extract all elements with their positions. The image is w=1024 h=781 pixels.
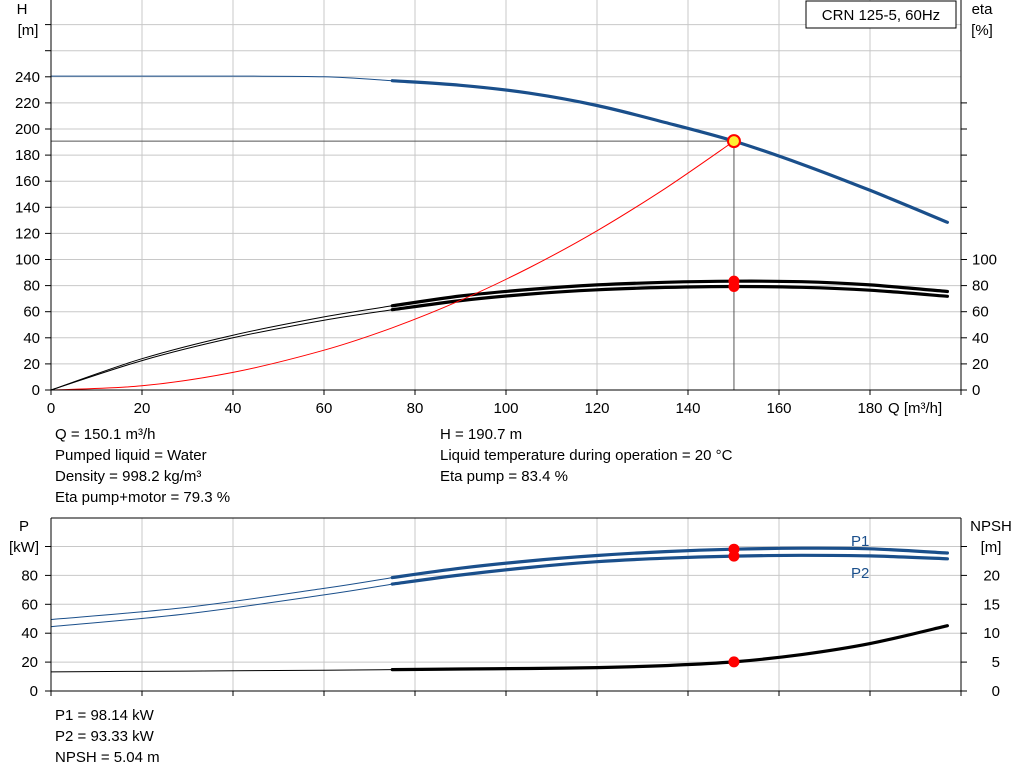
bottom-y-right-tick-label: 5: [992, 654, 1000, 671]
top-y-left-tick-label: 40: [23, 330, 40, 347]
top-y-left-tick-label: 60: [23, 304, 40, 321]
info-liquid: Pumped liquid = Water: [55, 447, 207, 464]
top-y-left-tick-label: 80: [23, 278, 40, 295]
top-head-line-thin: [50, 75, 393, 82]
top-y-left-label-1: H: [17, 1, 28, 18]
top-y-right-tick-label: 0: [972, 382, 980, 399]
chart-title: CRN 125-5, 60Hz: [822, 7, 940, 24]
bottom-y-left-label-1: P: [19, 518, 29, 535]
top-eta_total-line: [390, 284, 949, 312]
top-y-left-tick-label: 20: [23, 356, 40, 373]
bottom-y-left-tick-label: 20: [21, 654, 38, 671]
x-tick-label: 180: [857, 400, 882, 417]
x-tick-label: 80: [407, 400, 424, 417]
info-p1: P1 = 98.14 kW: [55, 707, 154, 724]
p2-series-label: P2: [851, 565, 869, 582]
top-y-left-tick-label: 140: [15, 199, 40, 216]
info-npsh: NPSH = 5.04 m: [55, 749, 160, 766]
bottom-p2-line: [390, 553, 949, 586]
bottom-y-left-tick-label: 60: [21, 596, 38, 613]
head-operating-point: [726, 134, 741, 149]
top-eta_total-line-thin: [50, 309, 393, 391]
p1-series-label: P1: [851, 533, 869, 550]
x-tick-label: 60: [316, 400, 333, 417]
info-density: Density = 998.2 kg/m³: [55, 468, 202, 485]
bottom-y-right-tick-label: 15: [983, 596, 1000, 613]
bottom-y-right-tick-label: 10: [983, 625, 1000, 642]
bottom-y-left-tick-label: 40: [21, 625, 38, 642]
top-eta_pump-line: [390, 279, 949, 308]
x-tick-label: 160: [766, 400, 791, 417]
axes: [45, 0, 967, 696]
npsh-point: [728, 656, 740, 668]
info-temperature: Liquid temperature during operation = 20…: [440, 447, 733, 464]
info-head: H = 190.7 m: [440, 426, 523, 443]
x-tick-label: 0: [47, 400, 55, 417]
x-tick-label: 120: [584, 400, 609, 417]
bottom-y-left-tick-label: 0: [30, 683, 38, 700]
tick-labels: 0 20 40 60 80 100 120 140 160 1800204060801001201…: [15, 69, 1000, 700]
operating-point-markers: [726, 134, 741, 668]
x-tick-label: 40: [225, 400, 242, 417]
bottom-y-right-tick-label: 20: [983, 567, 1000, 584]
top-y-right-label-1: eta: [972, 1, 994, 18]
bottom-npsh-line-thin: [50, 669, 393, 673]
bottom-p1-line: [390, 546, 949, 580]
bottom-p1-line-thin: [50, 577, 393, 620]
top-eta_pump-line-thin: [50, 305, 393, 391]
info-bottom: P1 = 98.14 kW P2 = 93.33 kW NPSH = 5.04 …: [55, 705, 160, 768]
top-y-right-tick-label: 100: [972, 252, 997, 269]
top-y-left-tick-label: 200: [15, 121, 40, 138]
top-y-right-tick-label: 60: [972, 304, 989, 321]
info-flow: Q = 150.1 m³/h: [55, 426, 156, 443]
bottom-y-left-label-2: [kW]: [9, 539, 39, 556]
top-y-left-tick-label: 220: [15, 95, 40, 112]
top-head-line: [390, 79, 949, 224]
info-eta-pump: Eta pump = 83.4 %: [440, 468, 568, 485]
top-x-label: Q [m³/h]: [888, 400, 942, 417]
top-y-right-tick-label: 20: [972, 356, 989, 373]
top-y-left-tick-label: 100: [15, 252, 40, 269]
top-y-right-tick-label: 80: [972, 278, 989, 295]
p2-point: [728, 550, 740, 562]
top-system_curve-line: [50, 140, 735, 391]
info-top-left: Q = 150.1 m³/h Pumped liquid = Water Den…: [55, 424, 230, 508]
info-eta-total: Eta pump+motor = 79.3 %: [55, 489, 231, 506]
x-tick-label: 140: [675, 400, 700, 417]
bottom-y-left-tick-label: 80: [21, 567, 38, 584]
top-y-left-tick-label: 120: [15, 225, 40, 242]
info-top-right: H = 190.7 m Liquid temperature during op…: [440, 424, 732, 487]
top-y-right-label-2: [%]: [971, 22, 993, 39]
top-y-left-tick-label: 180: [15, 147, 40, 164]
top-y-right-tick-label: 40: [972, 330, 989, 347]
grid-lines: [50, 0, 962, 692]
top-y-left-tick-label: 160: [15, 173, 40, 190]
title-box: [805, 0, 957, 29]
bottom-p2-line-thin: [50, 583, 393, 628]
x-tick-label: 100: [493, 400, 518, 417]
top-y-left-label-2: [m]: [18, 22, 39, 39]
x-tick-label: 20: [134, 400, 151, 417]
top-y-left-tick-label: 0: [32, 382, 40, 399]
bottom-y-right-tick-label: 0: [992, 683, 1000, 700]
info-p2: P2 = 93.33 kW: [55, 728, 154, 745]
curves: [50, 75, 949, 673]
bottom-y-right-label-2: [m]: [981, 539, 1002, 556]
bottom-y-right-label-1: NPSH: [970, 518, 1012, 535]
top-y-left-tick-label: 240: [15, 69, 40, 86]
bottom-npsh-line: [390, 624, 949, 672]
eta-total-point: [728, 281, 740, 293]
